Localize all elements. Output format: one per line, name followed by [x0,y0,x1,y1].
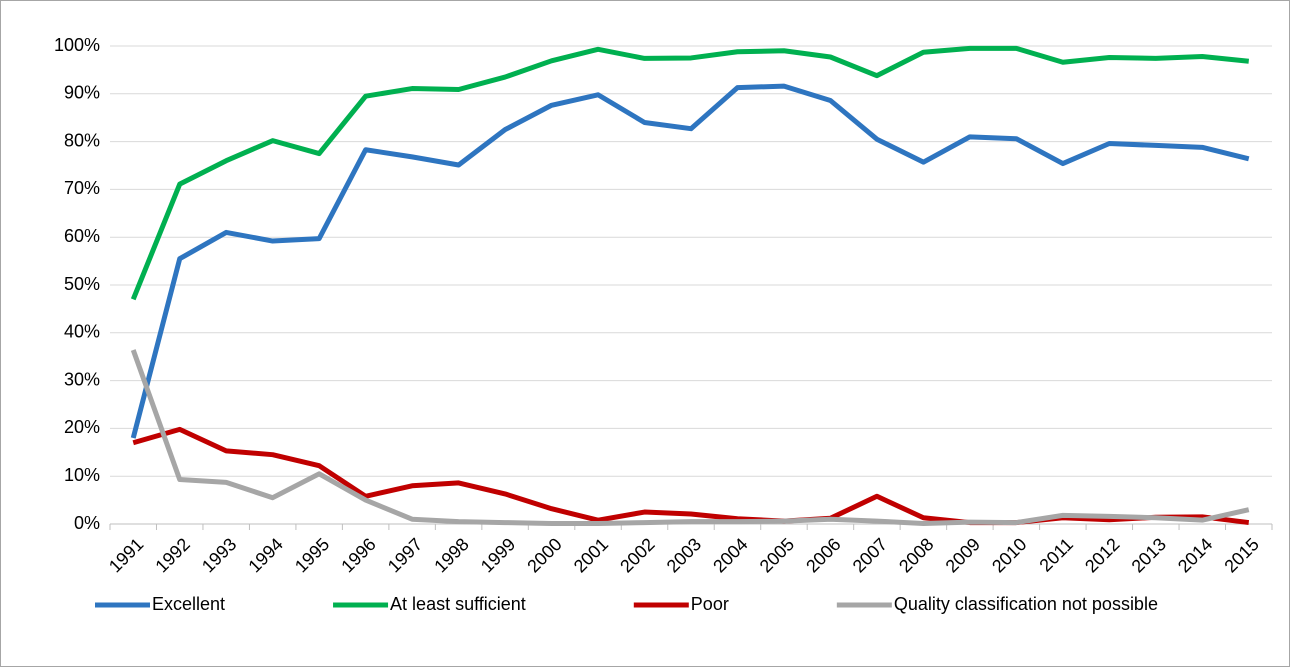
y-tick-label: 30% [64,369,100,389]
series-line [130,83,1250,439]
series-line [130,349,1250,527]
y-tick-label: 50% [64,274,100,294]
y-tick-label: 40% [64,322,100,342]
y-tick-label: 80% [64,130,100,150]
legend-label: At least sufficient [390,594,526,614]
series-line [130,45,1250,301]
y-tick-label: 20% [64,417,100,437]
y-tick-label: 10% [64,465,100,485]
legend-label: Quality classification not possible [894,594,1158,614]
y-tick-label: 60% [64,226,100,246]
y-tick-label: 70% [64,178,100,198]
y-tick-label: 100% [54,35,100,55]
legend-label: Excellent [152,594,225,614]
y-tick-label: 90% [64,83,100,103]
y-tick-label: 0% [74,513,100,533]
legend-label: Poor [691,594,729,614]
